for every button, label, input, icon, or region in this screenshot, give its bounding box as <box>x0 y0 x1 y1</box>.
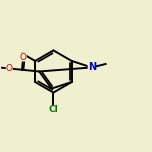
Text: O: O <box>20 52 27 62</box>
Text: Cl: Cl <box>48 105 58 114</box>
Text: N: N <box>88 62 96 73</box>
Text: O: O <box>6 64 13 73</box>
